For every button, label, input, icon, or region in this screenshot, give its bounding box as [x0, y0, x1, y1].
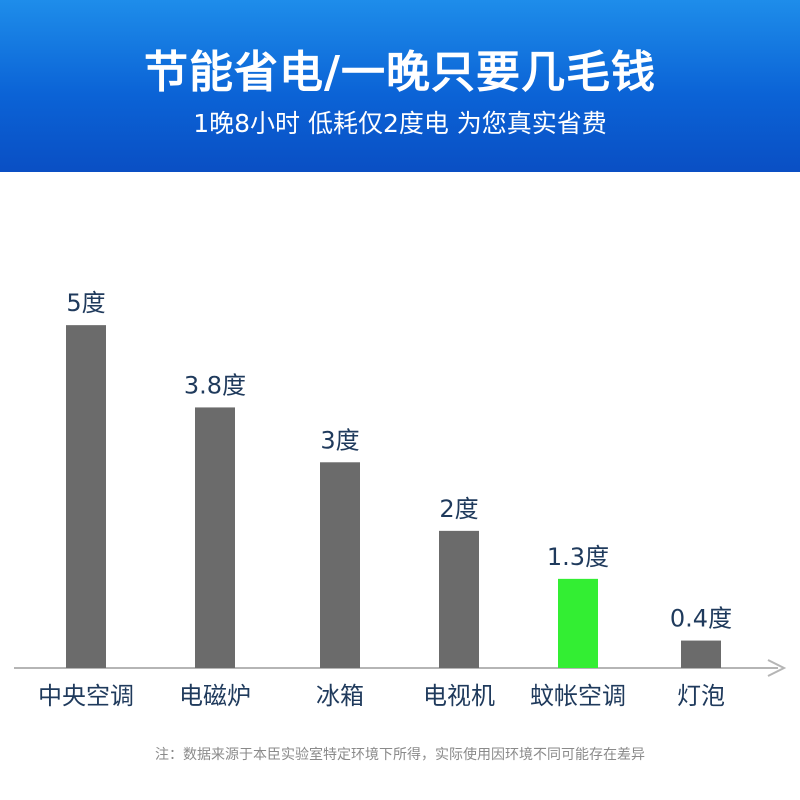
banner-subtitle: 1晚8小时 低耗仅2度电 为您真实省费	[193, 109, 607, 138]
banner-title: 节能省电/一晚只要几毛钱	[143, 47, 657, 98]
x-axis-arrow-icon	[767, 659, 787, 677]
bar-4	[558, 578, 598, 668]
category-label-3: 电视机	[423, 682, 495, 710]
footnote: 注：数据来源于本臣实验室特定环境下所得，实际使用因环境不同可能存在差异	[155, 747, 645, 763]
category-label-4: 蚊帐空调	[530, 682, 626, 710]
value-labels-group: 5度 3.8度 3度 2度 1.3度 0.4度	[66, 289, 732, 632]
value-label-4: 1.3度	[547, 543, 609, 571]
category-label-1: 电磁炉	[179, 682, 251, 710]
bar-0	[66, 325, 106, 668]
value-label-3: 2度	[439, 495, 478, 523]
category-label-2: 冰箱	[316, 682, 364, 710]
value-label-0: 5度	[66, 289, 105, 317]
category-label-0: 中央空调	[38, 682, 134, 710]
value-label-5: 0.4度	[670, 605, 732, 633]
bar-chart: 5度 3.8度 3度 2度 1.3度 0.4度 中央空调 电磁炉 冰箱 电视机 蚊帐空调 灯泡	[14, 289, 787, 710]
bar-1	[195, 407, 235, 668]
value-label-1: 3.8度	[184, 371, 246, 399]
category-label-5: 灯泡	[677, 682, 725, 710]
category-labels-group: 中央空调 电磁炉 冰箱 电视机 蚊帐空调 灯泡	[38, 682, 725, 710]
bar-2	[320, 462, 360, 668]
bars-group	[66, 325, 721, 668]
header-banner: 节能省电/一晚只要几毛钱 1晚8小时 低耗仅2度电 为您真实省费	[0, 0, 800, 172]
value-label-2: 3度	[320, 426, 359, 454]
bar-3	[439, 530, 479, 668]
bar-5	[681, 640, 721, 668]
